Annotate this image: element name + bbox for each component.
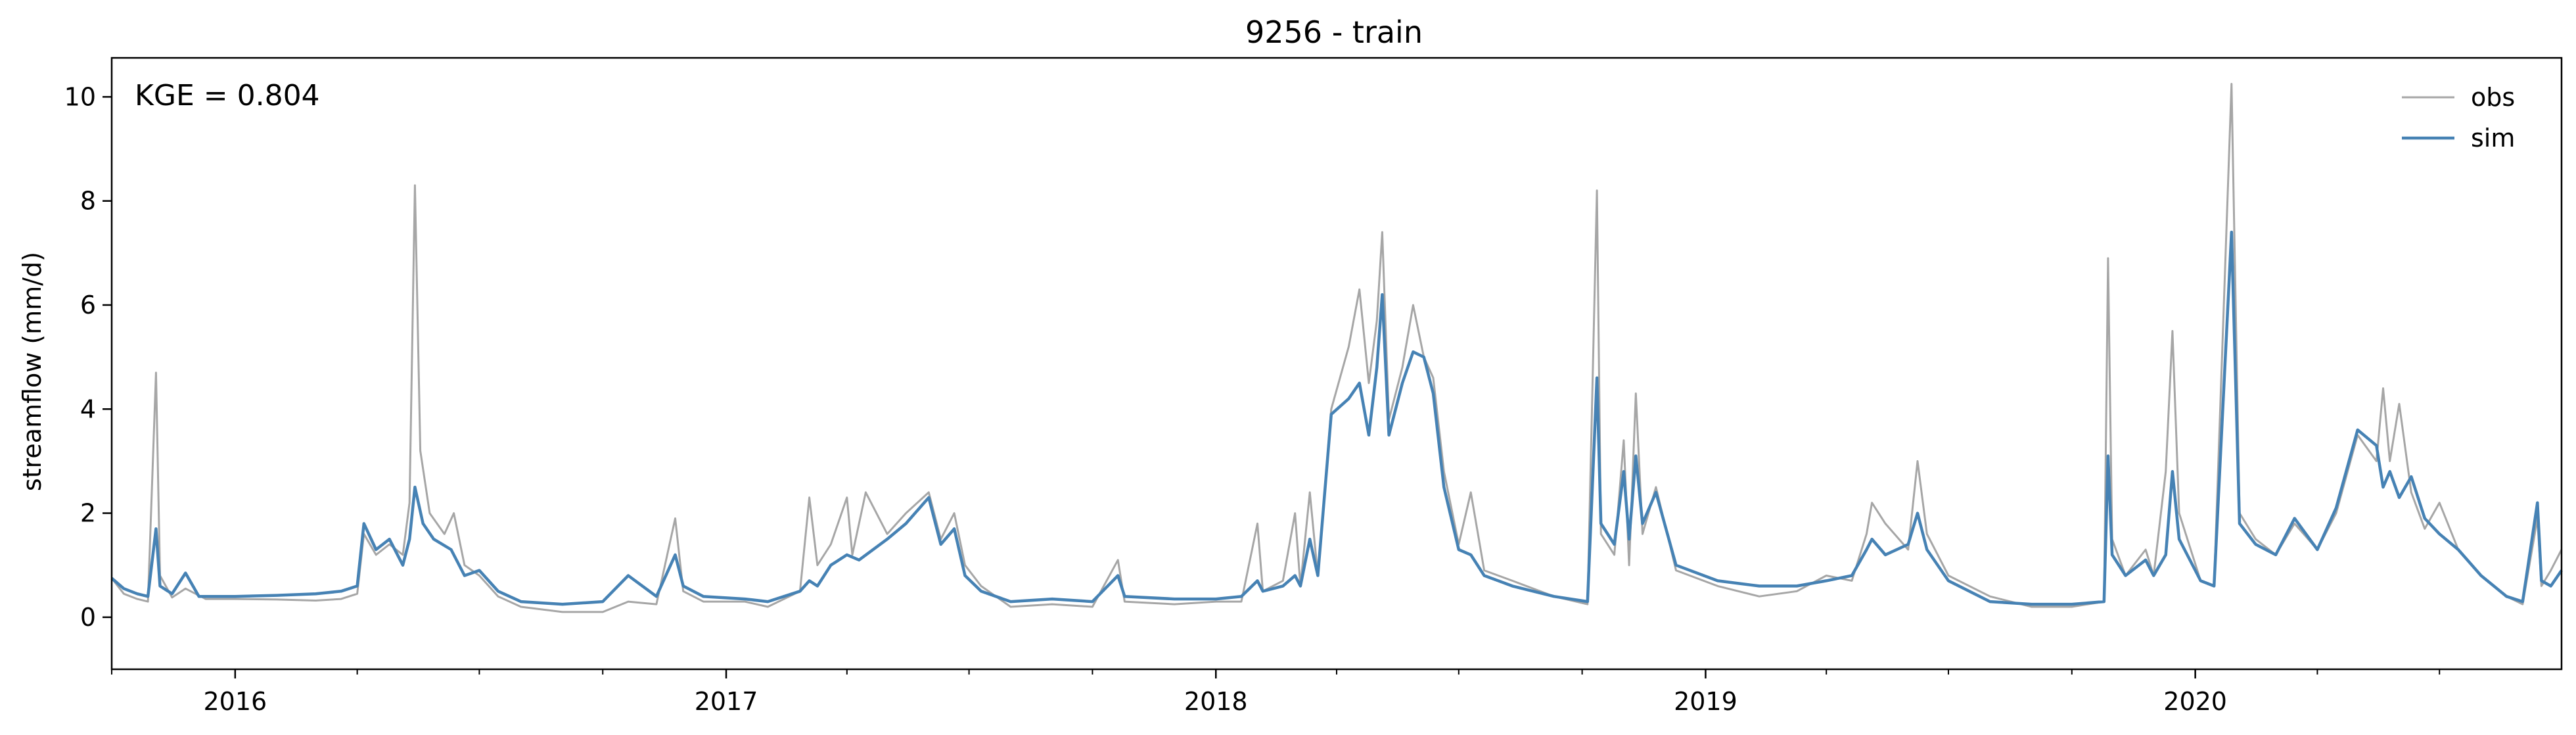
plot-frame	[110, 57, 2563, 671]
legend-label-sim: sim	[2471, 124, 2515, 153]
x-tick-label: 2019	[1674, 687, 1737, 716]
y-axis-ticks: 0 2 4 6 8 10	[64, 82, 112, 632]
y-tick-label: 4	[80, 394, 96, 423]
y-tick-label: 2	[80, 499, 96, 528]
series-line-sim	[110, 230, 2563, 606]
x-tick-label: 2017	[695, 687, 758, 716]
series-line-obs	[110, 83, 2563, 613]
x-axis-ticks: 2016 2017 2018 2019 2020	[111, 669, 2441, 716]
y-tick-label: 0	[80, 603, 96, 632]
x-tick-label: 2018	[1184, 687, 1248, 716]
y-tick-label: 8	[80, 187, 96, 216]
legend: obs sim	[2402, 83, 2515, 153]
y-axis-label: streamflow (mm/d)	[18, 252, 47, 491]
y-tick-label: 10	[64, 82, 96, 111]
legend-label-obs: obs	[2471, 83, 2515, 112]
x-tick-label: 2020	[2163, 687, 2227, 716]
y-tick-label: 6	[80, 291, 96, 320]
x-tick-label: 2016	[203, 687, 267, 716]
chart-title: 9256 - train	[1245, 14, 1423, 50]
kge-annotation: KGE = 0.804	[135, 79, 320, 112]
series-lines	[110, 83, 2563, 613]
